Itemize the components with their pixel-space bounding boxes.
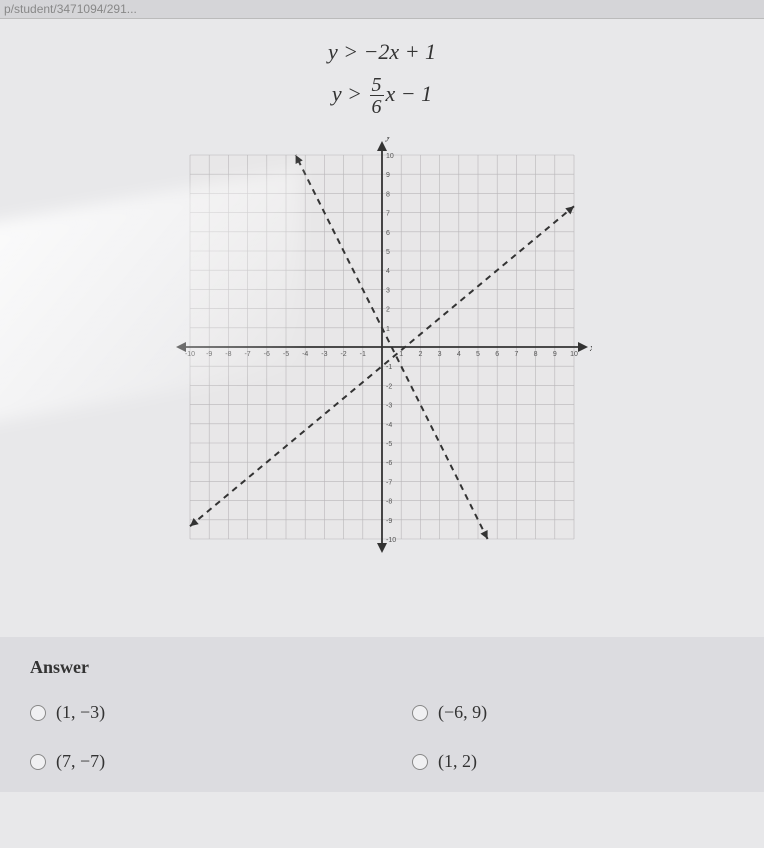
- eq2-lhs: y: [332, 81, 342, 106]
- svg-text:6: 6: [386, 230, 390, 237]
- svg-text:4: 4: [457, 351, 461, 358]
- option-label: (−6, 9): [438, 702, 487, 723]
- svg-text:-5: -5: [386, 441, 392, 448]
- eq2-num: 5: [370, 75, 384, 96]
- svg-text:-3: -3: [321, 351, 327, 358]
- eq2-var: x: [386, 81, 396, 106]
- svg-text:-5: -5: [283, 351, 289, 358]
- eq2-op: >: [347, 81, 362, 106]
- equations-block: y > −2x + 1 y > 5 6 x − 1: [30, 39, 734, 117]
- svg-text:y: y: [385, 137, 391, 142]
- chart-container: -10 -9 -8 -7 -6 -5 -4 -3 -2 -1 1 2 3 4 5 6 7 8 9 10 -10 -9 -8 -…: [30, 137, 734, 557]
- svg-text:1: 1: [399, 351, 403, 358]
- svg-text:2: 2: [418, 351, 422, 358]
- svg-text:-10: -10: [386, 537, 396, 544]
- svg-text:9: 9: [386, 172, 390, 179]
- svg-text:5: 5: [476, 351, 480, 358]
- svg-text:7: 7: [386, 211, 390, 218]
- radio-icon: [30, 705, 46, 721]
- svg-text:2: 2: [386, 307, 390, 314]
- svg-text:8: 8: [386, 191, 390, 198]
- url-bar: p/student/3471094/291...: [0, 0, 764, 19]
- equation-1: y > −2x + 1: [30, 39, 734, 65]
- eq1-lhs: y: [328, 39, 338, 64]
- radio-icon: [30, 754, 46, 770]
- svg-text:9: 9: [553, 351, 557, 358]
- eq1-const: + 1: [399, 39, 436, 64]
- svg-text:-3: -3: [386, 403, 392, 410]
- option-d[interactable]: (1, 2): [412, 751, 734, 772]
- svg-text:3: 3: [386, 287, 390, 294]
- option-label: (1, −3): [56, 702, 105, 723]
- svg-text:4: 4: [386, 268, 390, 275]
- option-label: (1, 2): [438, 751, 477, 772]
- svg-text:-4: -4: [302, 351, 308, 358]
- eq2-fraction: 5 6: [370, 75, 384, 117]
- eq2-den: 6: [370, 96, 384, 117]
- svg-text:1: 1: [386, 326, 390, 333]
- svg-text:10: 10: [386, 153, 394, 160]
- svg-text:-1: -1: [360, 351, 366, 358]
- equation-2: y > 5 6 x − 1: [30, 75, 734, 117]
- svg-text:-9: -9: [386, 518, 392, 525]
- svg-text:10: 10: [570, 351, 578, 358]
- eq1-var: x: [389, 39, 399, 64]
- radio-icon: [412, 754, 428, 770]
- svg-text:7: 7: [514, 351, 518, 358]
- svg-text:-7: -7: [244, 351, 250, 358]
- svg-text:8: 8: [534, 351, 538, 358]
- content-area: y > −2x + 1 y > 5 6 x − 1 -10-9-8-7-6-5-…: [0, 19, 764, 607]
- svg-text:-1: -1: [386, 364, 392, 371]
- eq1-coef: −2: [364, 39, 390, 64]
- svg-text:5: 5: [386, 249, 390, 256]
- option-c[interactable]: (7, −7): [30, 751, 352, 772]
- svg-text:-4: -4: [386, 422, 392, 429]
- answer-title: Answer: [30, 657, 734, 678]
- svg-text:-9: -9: [206, 351, 212, 358]
- options-grid: (1, −3) (−6, 9) (7, −7) (1, 2): [30, 702, 734, 772]
- svg-text:-6: -6: [386, 460, 392, 467]
- svg-text:-6: -6: [264, 351, 270, 358]
- radio-icon: [412, 705, 428, 721]
- option-a[interactable]: (1, −3): [30, 702, 352, 723]
- eq2-const: − 1: [395, 81, 432, 106]
- svg-text:x: x: [589, 342, 592, 354]
- coordinate-graph: -10 -9 -8 -7 -6 -5 -4 -3 -2 -1 1 2 3 4 5 6 7 8 9 10 -10 -9 -8 -…: [172, 137, 592, 557]
- option-b[interactable]: (−6, 9): [412, 702, 734, 723]
- svg-text:3: 3: [438, 351, 442, 358]
- answer-section: Answer (1, −3) (−6, 9) (7, −7) (1, 2): [0, 637, 764, 792]
- svg-text:-2: -2: [340, 351, 346, 358]
- svg-text:-10: -10: [185, 351, 195, 358]
- eq1-op: >: [343, 39, 358, 64]
- svg-text:-2: -2: [386, 383, 392, 390]
- option-label: (7, −7): [56, 751, 105, 772]
- svg-text:-8: -8: [386, 499, 392, 506]
- svg-text:6: 6: [495, 351, 499, 358]
- svg-text:-7: -7: [386, 479, 392, 486]
- svg-text:-8: -8: [225, 351, 231, 358]
